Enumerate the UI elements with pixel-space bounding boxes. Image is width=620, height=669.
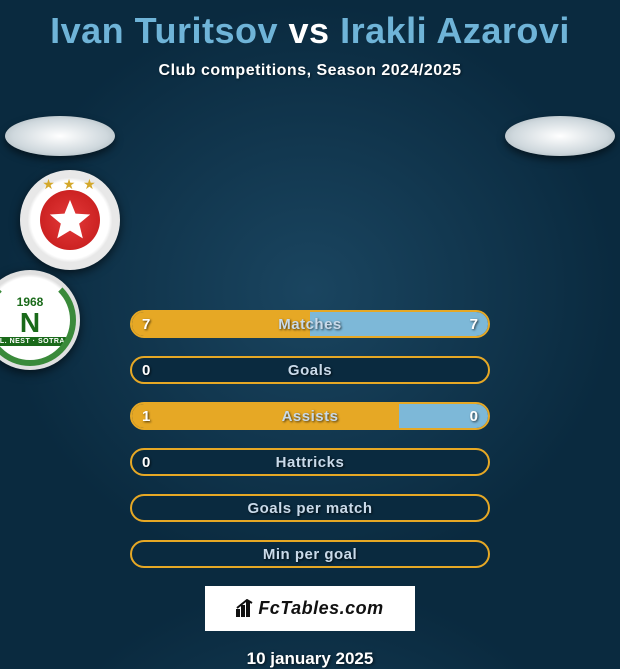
- chart-icon: [236, 599, 256, 617]
- player1-orb: [5, 116, 115, 156]
- bar-label: Hattricks: [132, 450, 488, 474]
- stat-bar: 0Goals: [130, 356, 490, 384]
- stat-bars: 77Matches 0Goals 10Assists 0Hattricks Goals …: [130, 310, 490, 568]
- bar-label: Goals per match: [132, 496, 488, 520]
- bar-label: Goals: [132, 358, 488, 382]
- vs-text: vs: [289, 10, 330, 51]
- star-icon: [48, 198, 92, 242]
- fctables-badge: FcTables.com: [205, 586, 415, 631]
- date-text: 10 january 2025: [0, 649, 620, 669]
- comparison-title: Ivan Turitsov vs Irakli Azarovi: [0, 0, 620, 52]
- club-logo-right: 1968 N I.L. NEST · SOTRA: [0, 270, 80, 370]
- club-logo-left: ★ ★ ★: [20, 170, 120, 270]
- bar-label: Matches: [132, 312, 488, 336]
- player1-name: Ivan Turitsov: [50, 10, 278, 51]
- stat-bar: Min per goal: [130, 540, 490, 568]
- fctables-text: FcTables.com: [258, 598, 383, 618]
- wreath-icon: [0, 274, 76, 366]
- cska-core: [40, 190, 100, 250]
- stat-bar: 0Hattricks: [130, 448, 490, 476]
- subtitle: Club competitions, Season 2024/2025: [0, 62, 620, 80]
- bar-label: Min per goal: [132, 542, 488, 566]
- comparison-content: ★ ★ ★ 1968 N I.L. NEST · SOTRA 77Matches…: [0, 110, 620, 568]
- player2-name: Irakli Azarovi: [340, 10, 570, 51]
- bar-label: Assists: [132, 404, 488, 428]
- cska-stars: ★ ★ ★: [42, 176, 97, 193]
- player2-orb: [505, 116, 615, 156]
- stat-bar: 77Matches: [130, 310, 490, 338]
- stat-bar: 10Assists: [130, 402, 490, 430]
- stat-bar: Goals per match: [130, 494, 490, 522]
